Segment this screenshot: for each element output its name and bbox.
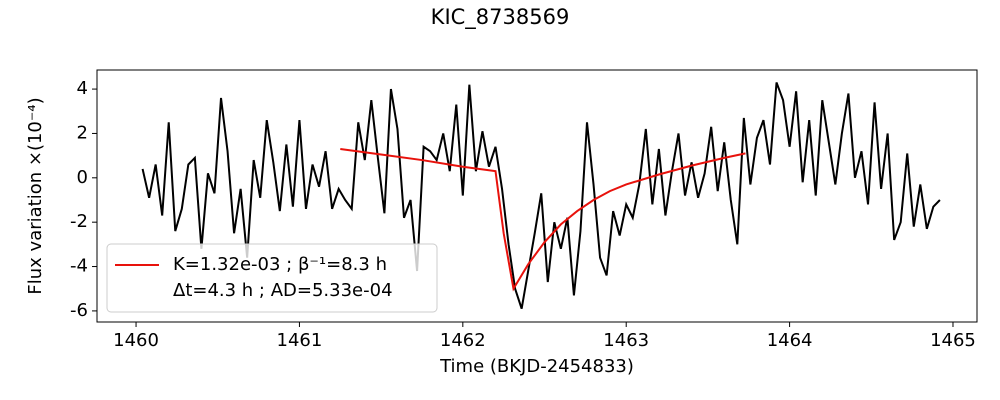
y-tick-label: 0 bbox=[77, 167, 88, 188]
legend: K=1.32e-03 ; β⁻¹=8.3 h Δt=4.3 h ; AD=5.33… bbox=[106, 243, 438, 313]
series-line bbox=[141, 82, 941, 310]
x-tick-label: 1464 bbox=[767, 330, 813, 351]
y-tick-label: -6 bbox=[70, 300, 88, 321]
x-tick-label: 1462 bbox=[440, 330, 486, 351]
y-tick-label: -2 bbox=[70, 211, 88, 232]
x-axis-label: Time (BKJD-2454833) bbox=[439, 356, 634, 377]
y-axis-label: Flux variation ×(10⁻⁴) bbox=[25, 97, 46, 294]
legend-label: Δt=4.3 h ; AD=5.33e-04 bbox=[173, 280, 393, 301]
legend-box bbox=[106, 243, 438, 313]
plot-frame bbox=[96, 69, 978, 323]
y-tick-label: 2 bbox=[77, 122, 88, 143]
y-tick-label: 4 bbox=[77, 78, 88, 99]
x-tick-label: 1463 bbox=[603, 330, 649, 351]
x-tick-label: 1460 bbox=[113, 330, 159, 351]
series-line bbox=[340, 147, 746, 292]
x-tick-label: 1461 bbox=[277, 330, 323, 351]
y-tick-label: -4 bbox=[70, 256, 88, 277]
chart-title: KIC_8738569 bbox=[431, 5, 570, 30]
x-tick-label: 1465 bbox=[930, 330, 976, 351]
legend-label: K=1.32e-03 ; β⁻¹=8.3 h bbox=[173, 254, 387, 275]
